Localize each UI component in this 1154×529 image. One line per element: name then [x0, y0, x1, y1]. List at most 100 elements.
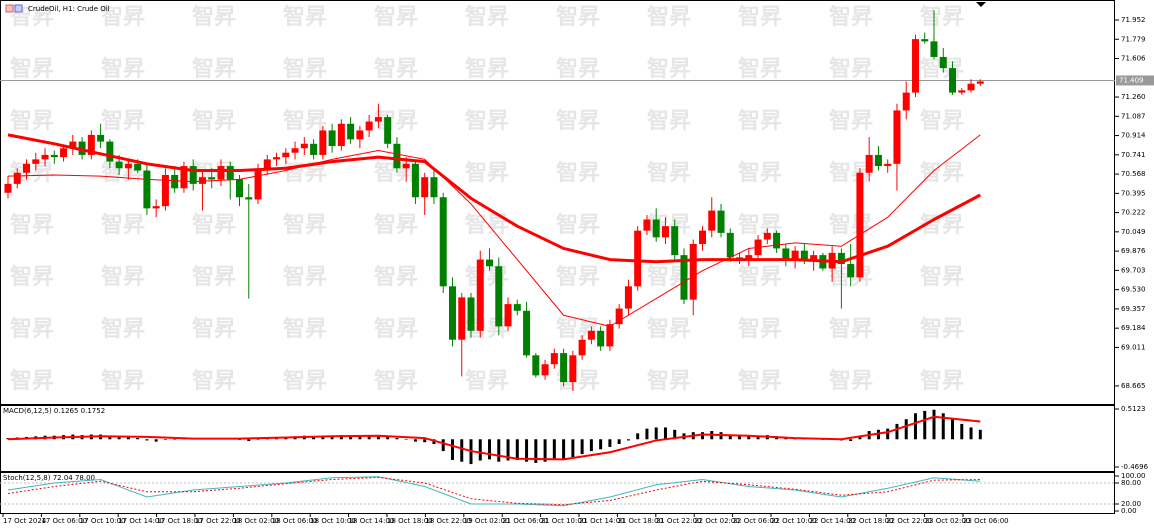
x-tick-label: 17 Oct 10:00 — [80, 517, 126, 525]
candle-body — [393, 143, 401, 169]
macd-bar — [913, 413, 917, 440]
macd-bar — [543, 439, 547, 462]
watermark: 智昇 — [738, 4, 782, 30]
candle-body — [421, 177, 429, 198]
macd-bar — [617, 439, 621, 444]
y-tick-label: 70.568 — [1121, 170, 1146, 178]
x-tick-label: 22 Oct 22:00 — [886, 517, 932, 525]
watermark: 智昇 — [283, 316, 327, 342]
x-tick-label: 21 Oct 14:00 — [579, 517, 625, 525]
macd-bar — [932, 409, 936, 440]
macd-bar — [562, 439, 566, 460]
macd-bar — [849, 439, 853, 442]
watermark: 智昇 — [101, 108, 145, 134]
candle-body — [902, 92, 910, 111]
candle-body — [97, 134, 105, 142]
macd-bar — [599, 439, 603, 450]
y-tick-label: 68.665 — [1121, 382, 1146, 390]
watermark: 智昇 — [283, 108, 327, 134]
macd-bar — [904, 419, 908, 440]
candle-body — [189, 166, 197, 184]
macd-bar — [441, 439, 445, 452]
candle-body — [939, 56, 947, 69]
candle-body — [921, 39, 929, 42]
candle-body — [624, 286, 632, 309]
watermark: 智昇 — [738, 264, 782, 290]
macd-bar — [589, 439, 593, 452]
x-tick-label: 17 Oct 22:00 — [195, 517, 241, 525]
macd-bar — [413, 439, 417, 442]
macd-bar — [951, 419, 955, 440]
y-tick-label: 69.703 — [1121, 266, 1146, 274]
candle-body — [680, 255, 688, 300]
x-tick-label: 18 Oct 22:00 — [425, 517, 471, 525]
candle-body — [273, 157, 281, 160]
candle-body — [810, 255, 818, 260]
ma-line — [7, 134, 981, 327]
watermark: 智昇 — [10, 316, 54, 342]
macd-bar — [108, 435, 112, 440]
macd-bar — [256, 439, 260, 440]
macd-bar — [163, 439, 167, 440]
x-tick-label: 21 Oct 10:00 — [541, 517, 587, 525]
x-tick-label: 19 Oct 02:00 — [464, 517, 510, 525]
candle-body — [4, 183, 12, 193]
stoch-signal — [7, 476, 981, 506]
watermark: 智昇 — [101, 368, 145, 394]
last-price-label: 71.409 — [1119, 76, 1144, 84]
watermark: 智昇 — [920, 108, 964, 134]
candle-body — [161, 174, 169, 207]
macd-bar — [460, 439, 464, 462]
x-tick-label: 23 Oct 06:00 — [963, 517, 1009, 525]
macd-bar — [247, 439, 251, 442]
macd-bar — [728, 434, 732, 440]
candle-body — [402, 163, 410, 169]
candle-body — [513, 304, 521, 311]
watermark: 智昇 — [192, 108, 236, 134]
candle-body — [282, 152, 290, 158]
macd-bar — [525, 439, 529, 462]
x-tick-label: 18 Oct 02:00 — [233, 517, 279, 525]
stoch-frame — [0, 472, 1115, 514]
macd-bar — [312, 436, 316, 440]
macd-bar — [478, 439, 482, 461]
macd-bar — [339, 435, 343, 440]
watermark: 智昇 — [556, 56, 600, 82]
candle-body — [439, 197, 447, 287]
candle-body — [884, 163, 892, 167]
candle-body — [300, 143, 308, 149]
x-tick-label: 22 Oct 14:00 — [809, 517, 855, 525]
candle-body — [226, 166, 234, 180]
watermark: 智昇 — [192, 316, 236, 342]
macd-bar — [376, 435, 380, 440]
watermark: 智昇 — [10, 368, 54, 394]
watermark: 智昇 — [101, 56, 145, 82]
candle-body — [476, 259, 484, 331]
watermark: 智昇 — [465, 264, 509, 290]
candle-body — [578, 339, 586, 356]
watermark: 智昇 — [10, 212, 54, 238]
watermark: 智昇 — [647, 316, 691, 342]
macd-bar — [738, 435, 742, 440]
y-tick-label: 69.530 — [1121, 286, 1146, 294]
candle-body — [643, 219, 651, 231]
macd-tick-label: -0.4696 — [1121, 463, 1149, 471]
icon — [5, 4, 14, 13]
watermark: 智昇 — [10, 264, 54, 290]
x-tick-label: 22 Oct 10:00 — [771, 517, 817, 525]
macd-bar — [895, 423, 899, 440]
watermark: 智昇 — [556, 160, 600, 186]
candle-body — [430, 177, 438, 198]
candle-body — [217, 166, 225, 180]
watermark: 智昇 — [647, 160, 691, 186]
candle-body — [541, 364, 549, 376]
watermark: 智昇 — [465, 368, 509, 394]
y-tick-label: 71.606 — [1121, 55, 1146, 63]
candle-body — [236, 179, 243, 198]
watermark: 智昇 — [829, 56, 873, 82]
macd-bar — [756, 435, 760, 440]
x-tick-label: 21 Oct 06:00 — [502, 517, 548, 525]
candle-body — [180, 166, 188, 189]
candle-body — [384, 117, 392, 144]
watermark: 智昇 — [101, 212, 145, 238]
